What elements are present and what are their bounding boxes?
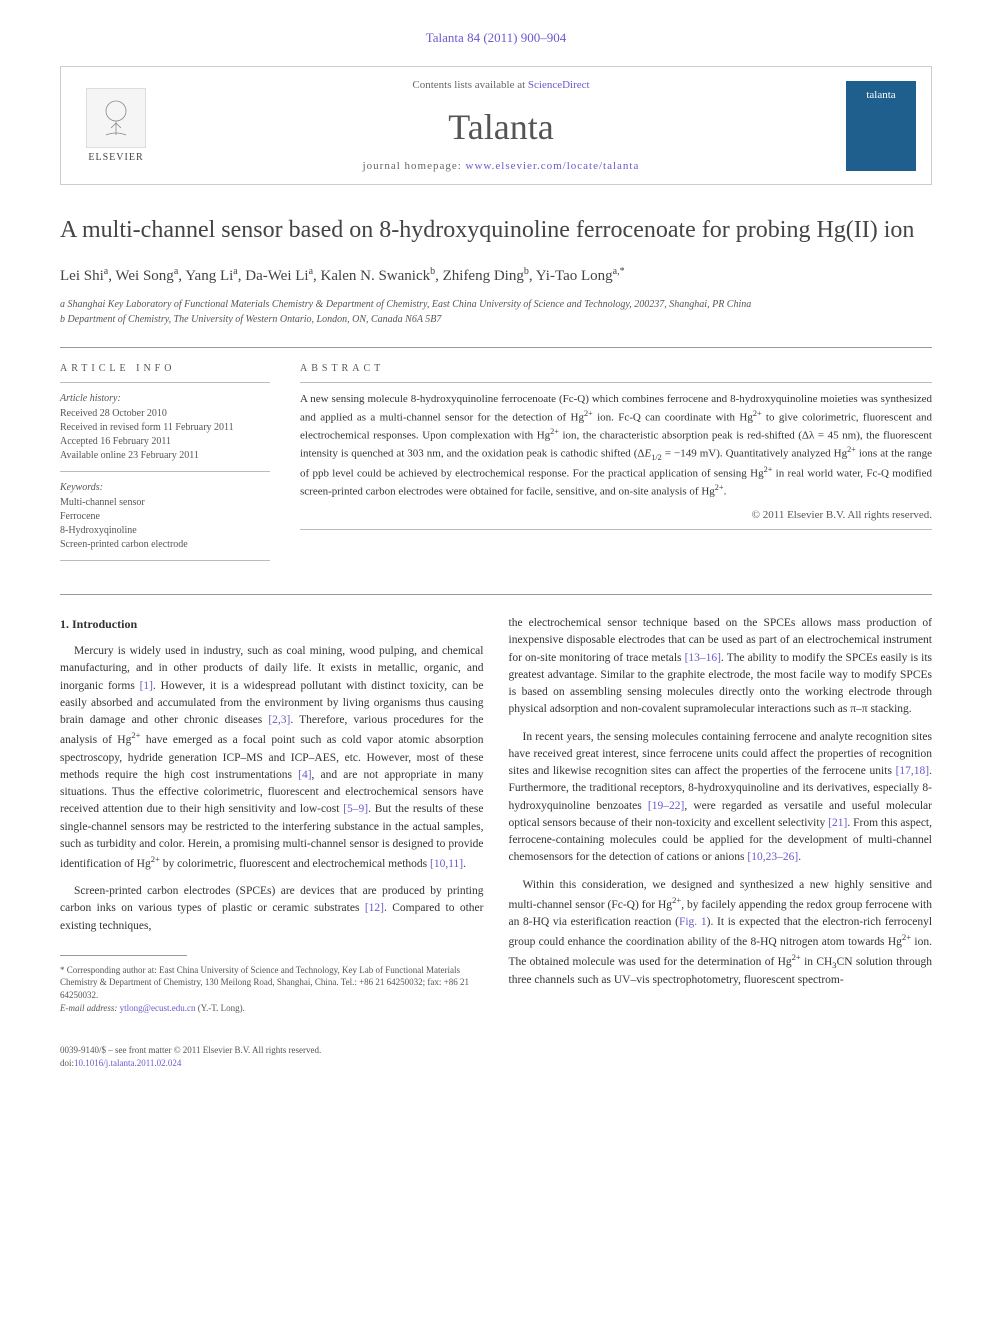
email-label: E-mail address: xyxy=(60,1003,117,1013)
doi-prefix: doi: xyxy=(60,1058,74,1068)
ref-link[interactable]: [10,11] xyxy=(430,858,463,870)
history-revised: Received in revised form 11 February 201… xyxy=(60,421,270,435)
footer-meta: 0039-9140/$ – see front matter © 2011 El… xyxy=(60,1044,932,1069)
info-divider xyxy=(60,382,270,383)
ref-link[interactable]: [21] xyxy=(828,817,847,829)
article-info-heading: ARTICLE INFO xyxy=(60,363,270,374)
info-divider xyxy=(60,560,270,561)
info-abstract-row: ARTICLE INFO Article history: Received 2… xyxy=(60,363,932,569)
corresponding-footnote: * Corresponding author at: East China Un… xyxy=(60,964,484,1002)
footnote-divider xyxy=(60,955,187,956)
ref-link[interactable]: [12] xyxy=(365,902,384,914)
ref-link[interactable]: [4] xyxy=(298,769,311,781)
body-paragraph: In recent years, the sensing molecules c… xyxy=(509,729,933,867)
divider xyxy=(60,594,932,595)
history-label: Article history: xyxy=(60,393,270,404)
abstract-text: A new sensing molecule 8-hydroxyquinolin… xyxy=(300,391,932,500)
info-divider xyxy=(60,471,270,472)
body-columns: 1. Introduction Mercury is widely used i… xyxy=(60,615,932,1014)
cover-text: talanta xyxy=(866,89,895,101)
body-column-left: 1. Introduction Mercury is widely used i… xyxy=(60,615,484,1014)
keyword: Ferrocene xyxy=(60,510,270,524)
footer-copyright: 0039-9140/$ – see front matter © 2011 El… xyxy=(60,1044,932,1057)
ref-link[interactable]: [13–16] xyxy=(685,652,721,664)
body-paragraph: the electrochemical sensor technique bas… xyxy=(509,615,933,719)
history-online: Available online 23 February 2011 xyxy=(60,449,270,463)
journal-name: Talanta xyxy=(156,106,846,148)
elsevier-label: ELSEVIER xyxy=(88,152,143,163)
elsevier-logo: ELSEVIER xyxy=(76,88,156,163)
email-link[interactable]: ytlong@ecust.edu.cn xyxy=(120,1003,196,1013)
footer-doi: doi:10.1016/j.talanta.2011.02.024 xyxy=(60,1057,932,1070)
figure-link[interactable]: Fig. 1 xyxy=(679,916,707,928)
article-title: A multi-channel sensor based on 8-hydrox… xyxy=(60,215,932,246)
history-accepted: Accepted 16 February 2011 xyxy=(60,435,270,449)
body-column-right: the electrochemical sensor technique bas… xyxy=(509,615,933,1014)
abstract-column: ABSTRACT A new sensing molecule 8-hydrox… xyxy=(300,363,932,569)
doi-link[interactable]: 10.1016/j.talanta.2011.02.024 xyxy=(74,1058,181,1068)
history-received: Received 28 October 2010 xyxy=(60,407,270,421)
body-paragraph: Screen-printed carbon electrodes (SPCEs)… xyxy=(60,883,484,935)
keywords-label: Keywords: xyxy=(60,482,270,493)
article-info-column: ARTICLE INFO Article history: Received 2… xyxy=(60,363,270,569)
ref-link[interactable]: [5–9] xyxy=(343,803,368,815)
email-footnote: E-mail address: ytlong@ecust.edu.cn (Y.-… xyxy=(60,1002,484,1015)
abstract-copyright: © 2011 Elsevier B.V. All rights reserved… xyxy=(300,509,932,521)
sciencedirect-link[interactable]: ScienceDirect xyxy=(528,79,590,91)
ref-link[interactable]: [10,23–26] xyxy=(747,851,798,863)
info-divider xyxy=(300,529,932,530)
journal-cover-thumbnail: talanta xyxy=(846,81,916,171)
banner-center: Contents lists available at ScienceDirec… xyxy=(156,79,846,172)
section-heading: 1. Introduction xyxy=(60,615,484,633)
contents-line: Contents lists available at ScienceDirec… xyxy=(156,79,846,91)
citation-header: Talanta 84 (2011) 900–904 xyxy=(0,0,992,56)
info-divider xyxy=(300,382,932,383)
authors-list: Lei Shia, Wei Songa, Yang Lia, Da-Wei Li… xyxy=(60,266,932,285)
body-paragraph: Within this consideration, we designed a… xyxy=(509,877,933,990)
elsevier-tree-icon xyxy=(86,88,146,148)
keyword: 8-Hydroxyqinoline xyxy=(60,524,270,538)
homepage-line: journal homepage: www.elsevier.com/locat… xyxy=(156,160,846,172)
keyword: Screen-printed carbon electrode xyxy=(60,538,270,552)
affiliation-b: b Department of Chemistry, The Universit… xyxy=(60,312,932,327)
email-suffix: (Y.-T. Long). xyxy=(198,1003,245,1013)
homepage-prefix: journal homepage: xyxy=(363,160,466,172)
abstract-heading: ABSTRACT xyxy=(300,363,932,374)
keyword: Multi-channel sensor xyxy=(60,496,270,510)
ref-link[interactable]: [19–22] xyxy=(648,800,684,812)
body-paragraph: Mercury is widely used in industry, such… xyxy=(60,643,484,873)
journal-banner: ELSEVIER Contents lists available at Sci… xyxy=(60,66,932,185)
divider xyxy=(60,347,932,348)
homepage-link[interactable]: www.elsevier.com/locate/talanta xyxy=(466,160,640,172)
contents-prefix: Contents lists available at xyxy=(412,79,527,91)
affiliation-a: a Shanghai Key Laboratory of Functional … xyxy=(60,297,932,312)
ref-link[interactable]: [2,3] xyxy=(268,714,290,726)
citation-text: Talanta 84 (2011) 900–904 xyxy=(426,30,567,45)
ref-link[interactable]: [1] xyxy=(140,680,153,692)
ref-link[interactable]: [17,18] xyxy=(896,765,930,777)
affiliations: a Shanghai Key Laboratory of Functional … xyxy=(60,297,932,327)
